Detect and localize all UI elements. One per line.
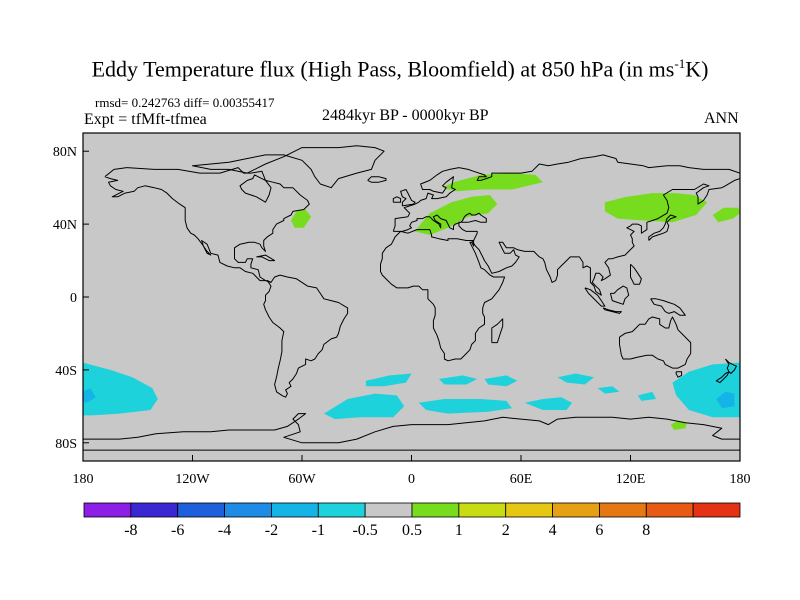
coastline-14 [392, 196, 402, 203]
coastline-4 [380, 229, 506, 362]
season-label: ANN [704, 110, 739, 127]
coastline-7 [675, 371, 683, 378]
anomaly-patches [83, 173, 740, 430]
colorbar-swatch [364, 502, 413, 518]
coastline-15 [648, 214, 677, 241]
colorbar-label: 4 [549, 522, 557, 539]
colorbar-label: -4 [218, 522, 231, 539]
anomaly-patch-15 [597, 386, 620, 394]
coastline-13 [400, 189, 416, 207]
lon-tick-label: 60W [288, 472, 316, 487]
colorbar-label: 0.5 [402, 522, 422, 539]
lon-tick-label: 180 [730, 472, 751, 487]
colorbar-swatch [458, 502, 507, 518]
coastline-6 [619, 316, 692, 369]
anomaly-patch-18 [716, 391, 735, 409]
anomaly-patch-2 [415, 195, 498, 235]
colorbar-swatch [271, 502, 319, 518]
lon-tick-label: 120E [616, 472, 646, 487]
colorbar-swatch [224, 502, 272, 518]
colorbar-swatch [505, 502, 553, 518]
lon-tick-label: 60E [510, 472, 533, 487]
colorbar-swatch [83, 502, 132, 518]
anomaly-patch-12 [484, 375, 518, 387]
colorbar-label: 1 [455, 522, 463, 539]
coastline-17 [602, 307, 622, 314]
lat-tick-label: 0 [70, 291, 77, 306]
period-label: 2484kyr BP - 0000kyr BP [322, 107, 489, 124]
colorbar-swatch [411, 502, 460, 518]
colorbar-swatch [317, 502, 366, 518]
lat-tick-label: 80N [53, 145, 77, 160]
anomaly-patch-5 [712, 207, 740, 223]
lon-tick-label: 120W [175, 472, 210, 487]
coastline-1 [104, 167, 310, 283]
lat-tick-label: 80S [55, 437, 77, 452]
anomaly-patch-19 [83, 388, 96, 403]
coastline-5 [491, 318, 504, 344]
axis-ticks: 80N 40N 0 40S 80S 180 120W 60W 0 60E 120E 180 [53, 145, 751, 487]
coastlines [83, 145, 740, 451]
rmsd-stats-label: rmsd= 0.242763 diff= 0.00355417 [95, 95, 275, 110]
anomaly-patch-14 [557, 373, 594, 385]
colorbar: -8 -6 -4 -2 -1 -0.5 0.5 1 2 4 6 8 [83, 502, 741, 539]
anomaly-patch-8 [323, 393, 405, 420]
lon-tick-label: 180 [73, 472, 94, 487]
coastline-19 [650, 298, 686, 316]
coastline-8 [724, 358, 737, 374]
colorbar-swatch [645, 502, 694, 518]
anomaly-patch-13 [524, 397, 573, 410]
anomaly-patch-16 [637, 391, 656, 401]
coastline-16 [584, 287, 606, 307]
anomaly-patch-10 [418, 399, 512, 414]
coastline-10 [83, 413, 740, 451]
colorbar-swatch [552, 502, 600, 518]
map-background [83, 133, 740, 461]
experiment-label: Expt = tfMft-tfmea [84, 111, 207, 128]
colorbar-swatch [692, 502, 741, 518]
coastline-2 [263, 274, 349, 398]
colorbar-label: 8 [642, 522, 650, 539]
colorbar-label: -8 [124, 522, 137, 539]
colorbar-label: -2 [265, 522, 278, 539]
anomaly-patch-1 [442, 173, 543, 192]
coastline-21 [256, 254, 276, 262]
colorbar-swatch [177, 502, 225, 518]
coastline-12 [367, 176, 387, 183]
colorbar-label: -0.5 [352, 522, 377, 539]
lat-tick-label: 40N [53, 218, 77, 233]
coastline-11 [192, 145, 385, 189]
colorbar-swatch [130, 502, 179, 518]
colorbar-label: 2 [502, 522, 510, 539]
coastline-18 [609, 285, 630, 305]
anomaly-patch-11 [438, 375, 478, 385]
colorbar-label: 6 [595, 522, 603, 539]
colorbar-label: -6 [171, 522, 184, 539]
coastline-9 [715, 371, 730, 384]
coastline-20 [630, 263, 642, 285]
anomaly-patch-3 [291, 209, 312, 228]
lat-tick-label: 40S [55, 364, 77, 379]
coastline-3 [392, 154, 740, 296]
colorbar-label: -1 [312, 522, 325, 539]
anomaly-patch-6 [670, 420, 688, 430]
colorbar-swatch [599, 502, 647, 518]
anomaly-patch-7 [83, 362, 158, 416]
figure-title: Eddy Temperature flux (High Pass, Bloomf… [91, 56, 709, 82]
anomaly-patch-9 [365, 373, 412, 387]
lon-tick-label: 0 [408, 472, 415, 487]
anomaly-patch-4 [604, 193, 708, 223]
